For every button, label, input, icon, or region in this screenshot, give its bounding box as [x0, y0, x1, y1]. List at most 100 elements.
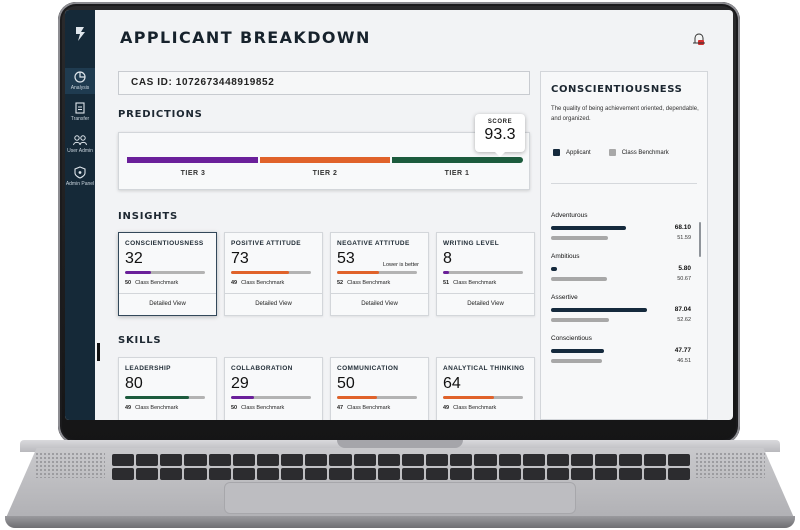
detail-scrollbar[interactable] [699, 222, 701, 257]
card-title: NEGATIVE ATTITUDE [337, 240, 410, 247]
cas-id-field: CAS ID: 1072673448919852 [118, 71, 530, 95]
score-track [337, 271, 417, 274]
class-benchmark: 49 Class Benchmark [231, 280, 284, 286]
sidebar-item-admin-panel[interactable]: Admin Panel [65, 166, 95, 187]
keyboard-key [136, 454, 159, 466]
users-icon [73, 135, 87, 146]
benchmark-value: 52.62 [677, 317, 691, 323]
keyboard-key [595, 468, 618, 480]
keyboard-key [353, 454, 376, 466]
keyboard-key [474, 468, 497, 480]
sidebar: Analysis Transfer User Admin Admin Panel [65, 10, 95, 420]
detailed-view-button[interactable]: Detailed View [437, 293, 534, 315]
keyboard-key [643, 468, 666, 480]
sidebar-item-label: Transfer [70, 116, 90, 122]
keyboard-key [401, 454, 425, 466]
keyboard-key [184, 454, 207, 466]
detail-panel: CONSCIENTIOUSNESS The quality of being a… [540, 71, 708, 420]
trait-name: Ambitious [551, 253, 580, 260]
sidebar-item-user-admin[interactable]: User Admin [65, 134, 95, 154]
legend-applicant-label: Applicant [566, 149, 591, 156]
keyboard-key [498, 468, 521, 480]
applicant-bar [551, 226, 626, 230]
detail-title: CONSCIENTIOUSNESS [551, 84, 683, 95]
skill-card[interactable]: ANALYTICAL THINKING 64 49 Class Benchmark [436, 357, 535, 420]
keyboard-key [377, 454, 400, 466]
benchmark-value: 51 [443, 280, 450, 286]
sidebar-item-transfer[interactable]: Transfer [65, 102, 95, 122]
insight-card[interactable]: NEGATIVE ATTITUDE 53 Lower is better 52 Clas… [330, 232, 429, 316]
laptop-notch [337, 440, 463, 448]
legend: Applicant Class Benchmark [553, 149, 669, 156]
keyboard-key [232, 454, 255, 466]
card-title: ANALYTICAL THINKING [443, 365, 525, 372]
legend-applicant-swatch [553, 149, 560, 156]
score-track [231, 396, 311, 399]
skill-card[interactable]: COLLABORATION 29 50 Class Benchmark [224, 357, 323, 420]
keyboard-key [112, 468, 135, 480]
keyboard-key [281, 468, 304, 480]
tier-2-segment [259, 157, 391, 163]
sidebar-item-label: User Admin [67, 148, 93, 154]
keyboard-key [546, 468, 570, 480]
score-fill [443, 271, 450, 274]
trait-row: Conscientious 47.77 46.51 [551, 335, 701, 375]
card-score: 50 [337, 375, 355, 392]
insight-card[interactable]: CONSCIENTIOUSNESS 32 50 Class Benchmark Deta… [118, 232, 217, 316]
predictions-card: TIER 3 TIER 2 TIER 1 [118, 132, 530, 190]
score-value: 93.3 [484, 126, 516, 143]
trait-row: Ambitious 5.80 50.67 [551, 253, 701, 293]
benchmark-bar [551, 359, 603, 363]
transfer-icon [75, 102, 85, 114]
benchmark-label: Class Benchmark [135, 280, 179, 286]
card-score: 53 [337, 250, 355, 267]
skill-card[interactable]: LEADERSHIP 80 49 Class Benchmark [118, 357, 217, 420]
tier-2-label: TIER 2 [312, 170, 338, 177]
card-score: 80 [125, 375, 143, 392]
keyboard-key [305, 468, 328, 480]
class-benchmark: 52 Class Benchmark [337, 280, 390, 286]
tier-1-label: TIER 1 [444, 170, 470, 177]
laptop-deck-edge [5, 516, 795, 528]
keyboard-key [450, 468, 473, 480]
sidebar-item-label: Analysis [70, 85, 90, 91]
insight-card[interactable]: WRITING LEVEL 8 51 Class Benchmark Detailed … [436, 232, 535, 316]
card-score: 8 [443, 250, 452, 267]
keyboard-key [522, 454, 545, 466]
benchmark-label: Class Benchmark [347, 405, 391, 411]
class-benchmark: 47 Class Benchmark [337, 405, 390, 411]
keyboard-key [595, 454, 618, 466]
keyboard-key [353, 468, 376, 480]
keyboard-key [160, 468, 183, 480]
score-fill [337, 396, 377, 399]
card-score: 29 [231, 375, 249, 392]
tier-1-segment [392, 157, 524, 163]
class-benchmark: 51 Class Benchmark [443, 280, 496, 286]
detailed-view-button[interactable]: Detailed View [225, 293, 322, 315]
card-title: POSITIVE ATTITUDE [231, 240, 301, 247]
sidebar-item-analysis[interactable]: Analysis [65, 68, 95, 94]
keyboard-key [619, 454, 642, 466]
insight-card[interactable]: POSITIVE ATTITUDE 73 49 Class Benchmark Deta… [224, 232, 323, 316]
keyboard-key [232, 468, 255, 480]
keyboard-key [160, 454, 183, 466]
detailed-view-button[interactable]: Detailed View [331, 293, 428, 315]
benchmark-value: 50.67 [677, 276, 691, 282]
keyboard-key [426, 468, 449, 480]
class-benchmark: 50 Class Benchmark [231, 405, 284, 411]
notification-icon[interactable] [691, 32, 707, 46]
class-benchmark: 49 Class Benchmark [443, 405, 496, 411]
benchmark-label: Class Benchmark [135, 405, 179, 411]
keyboard-key [498, 454, 521, 466]
keyboard-key [281, 454, 304, 466]
benchmark-bar [551, 318, 609, 322]
detailed-view-button[interactable]: Detailed View [119, 293, 216, 315]
legend-benchmark-swatch [608, 149, 616, 156]
score-track [443, 396, 523, 399]
class-benchmark: 50 Class Benchmark [125, 280, 178, 286]
skill-card[interactable]: COMMUNICATION 50 47 Class Benchmark [330, 357, 429, 420]
trait-name: Conscientious [551, 335, 592, 342]
trait-name: Adventurous [551, 212, 588, 219]
score-track [231, 271, 311, 274]
trait-name: Assertive [551, 294, 578, 301]
